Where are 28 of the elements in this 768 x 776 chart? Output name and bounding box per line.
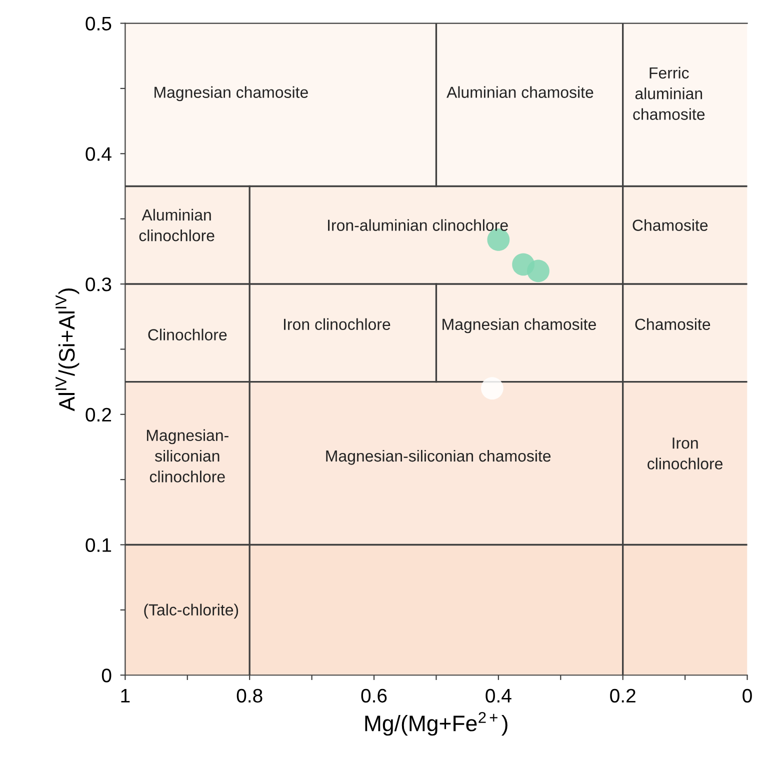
annotation: (Talc-chlorite) [144,604,238,619]
annotation: Magnesian chamosite [442,318,596,334]
x-tick-label: 0 [742,688,752,703]
annotation: Chamosite [635,318,710,330]
x-tick-label: 0.4 [486,688,512,703]
annotation: Aluminian chamosite [446,86,594,98]
annotation: Aluminian clinochlore [139,208,214,242]
x-axis-title: Mg/(Mg+Fe$^{2+}$) [365,712,508,736]
y-axis-title: Al$^{IV}$/(Si+Al$^{IV}$) [56,288,80,412]
x-tick-label: 0.6 [361,688,387,703]
annotation: Iron clinochlore [284,318,390,330]
annotation: Iron clinochlore [648,438,723,470]
y-tick-label: 0.2 [86,408,112,422]
y-tick-label: 0.3 [86,277,112,292]
x-tick-label: 0.8 [236,688,262,703]
annotation: Chamosite [632,219,708,231]
x-tick-label: 1 [121,689,130,702]
y-tick-label: 0.1 [86,538,112,552]
annotation: Magnesian- siliconian clinochlore [146,429,228,482]
y-tick-label: 0.5 [86,16,112,31]
y-tick-label: 0.4 [86,147,112,161]
y-tick-label: 0 [102,668,112,682]
x-tick-label: 0.2 [610,688,636,703]
annotation: Magnesian-siliconian chamosite [326,450,551,465]
annotation: Clinochlore [148,328,227,340]
annotation: Iron-aluminian clinochlore [328,219,508,231]
annotation: Ferric aluminian chamosite [633,66,705,120]
annotation: Magnesian chamosite [154,86,308,102]
